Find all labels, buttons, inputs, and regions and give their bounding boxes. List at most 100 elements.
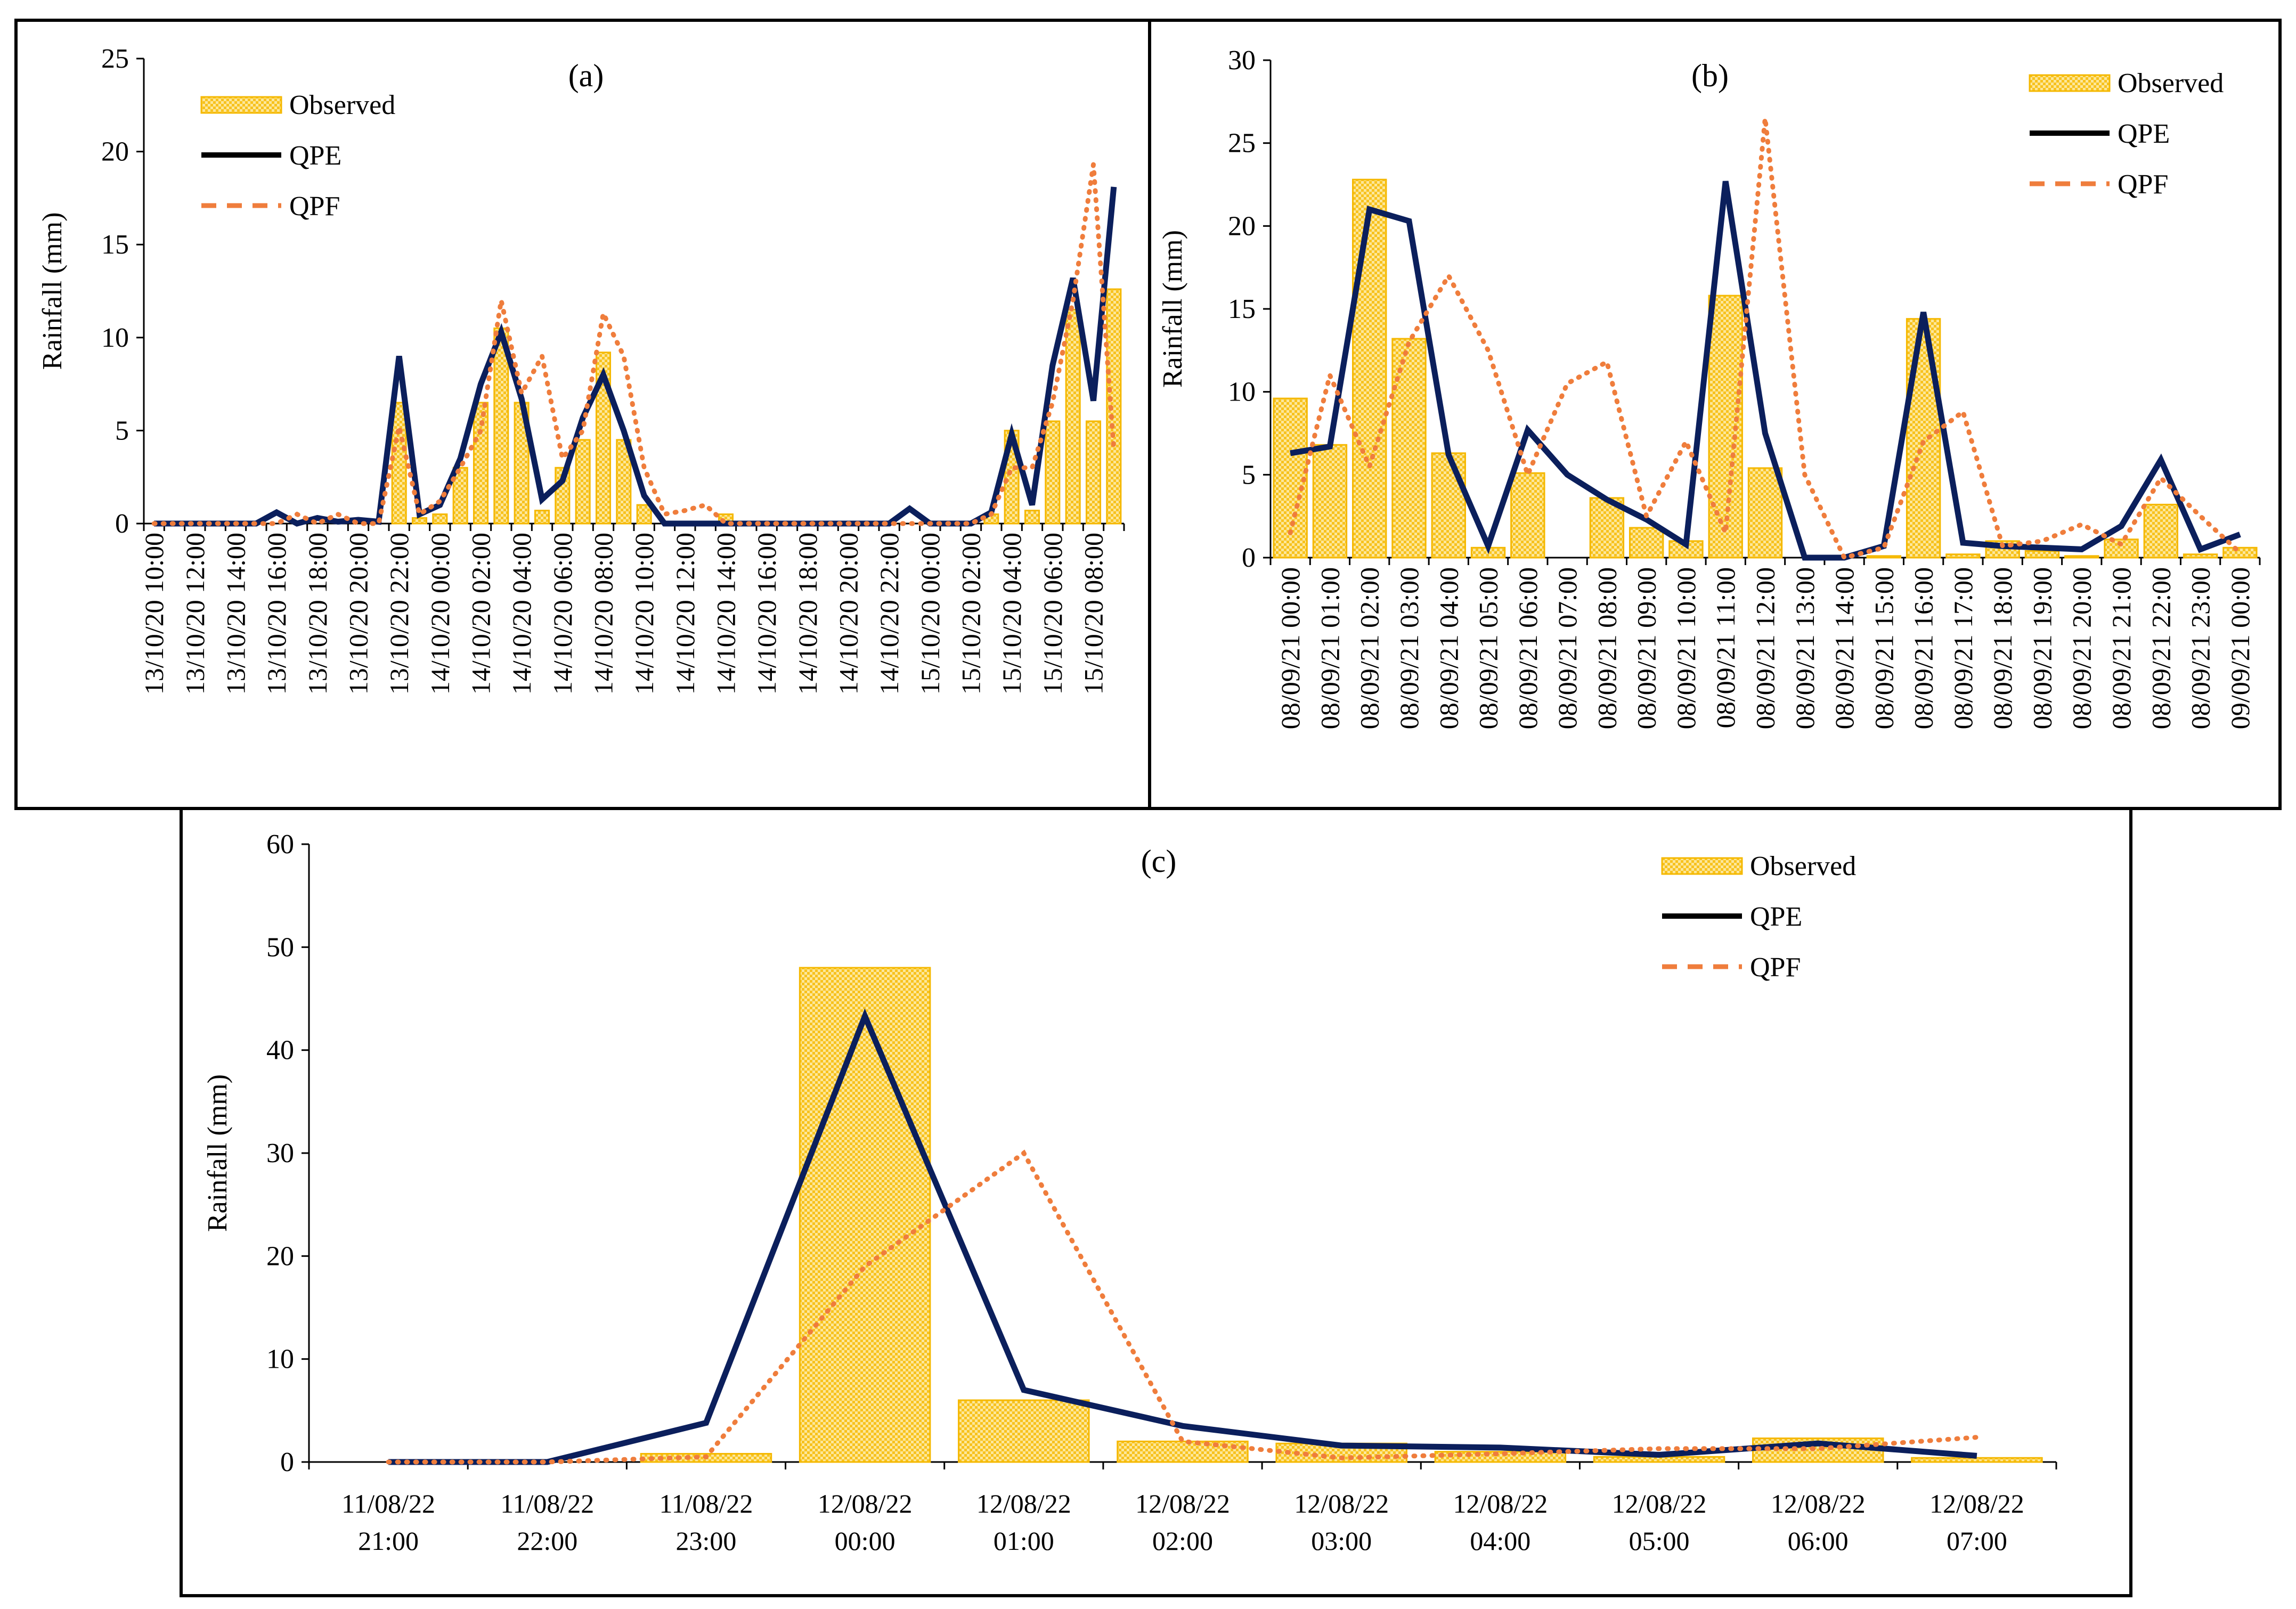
x-tick-label: 14/10/20 04:00 [507,533,536,695]
x-tick-label-date: 12/08/22 [1929,1489,2024,1518]
y-tick-label: 10 [1228,377,1256,407]
x-tick-label-date: 12/08/22 [1294,1489,1389,1518]
observed-bar [2064,555,2099,559]
observed-bar [1434,1451,1567,1463]
x-tick-label-time: 22:00 [517,1526,577,1556]
chart-a: 0 5 10 15 20 25 13/10/20 10:00 13/10/20 12:00 13… [37,44,1125,695]
x-tick-label: 08/09/21 11:00 [1711,567,1740,728]
x-tick-label: 13/10/20 18:00 [303,533,332,695]
x-tick-label-date: 12/08/22 [1135,1489,1230,1518]
observed-bar [1510,472,1545,559]
x-tick-label: 15/10/20 06:00 [1038,533,1068,695]
x-tick-label-time: 06:00 [1788,1526,1849,1556]
x-tick-label-date: 11/08/22 [500,1489,594,1518]
legend-label: QPE [1750,902,1802,932]
observed-bar [1085,420,1102,525]
x-tick-label: 08/09/21 22:00 [2146,567,2176,729]
x-tick-label: 14/10/20 00:00 [425,533,455,695]
qpe-series-line [1290,181,2241,561]
y-tick-label: 15 [101,230,129,260]
observed-bar [452,467,468,525]
y-tick-label: 50 [266,932,294,962]
x-tick-label-time: 01:00 [994,1526,1054,1556]
x-tick-label: 08/09/21 06:00 [1513,567,1543,729]
observed-bar [1629,527,1664,559]
x-tick-label: 13/10/20 20:00 [344,533,373,695]
y-tick-label: 20 [266,1241,294,1271]
observed-bar [958,1399,1090,1463]
observed-bar [1106,288,1122,525]
x-tick-label-date: 12/08/22 [1612,1489,1707,1518]
x-tick-label: 15/10/20 00:00 [915,533,945,695]
x-tick-label: 14/10/20 22:00 [874,533,904,695]
x-tick-label: 08/09/21 12:00 [1751,567,1780,729]
x-tick-label: 08/09/21 05:00 [1473,567,1503,729]
chart-title: (c) [1141,844,1177,879]
x-tick-label: 08/09/21 00:00 [1275,567,1305,729]
x-tick-label: 08/09/21 08:00 [1592,567,1622,729]
x-tick-label: 14/10/20 20:00 [834,533,864,695]
y-tick-label: 10 [266,1344,294,1375]
x-tick-label-date: 12/08/22 [818,1489,913,1518]
observed-bar [1945,553,1981,559]
observed-bar [2143,503,2178,559]
chart-c: 0 10 20 30 40 50 60 11/08/22 21:00 11/08/22 22:00 1… [202,829,2057,1556]
legend-swatch-observed [1661,857,1743,875]
observed-bar [432,513,448,525]
x-tick-label-time: 23:00 [676,1526,737,1556]
legend-label: QPF [2118,169,2168,200]
x-tick-label: 15/10/20 08:00 [1079,533,1109,695]
y-tick-label: 30 [266,1138,294,1169]
legend-label: QPF [1750,952,1801,983]
x-tick-label-time: 05:00 [1629,1526,1690,1556]
legend-label: Observed [1750,851,1856,881]
observed-bar [575,439,591,525]
legend-label: QPE [2118,119,2170,149]
x-tick-label-date: 11/08/22 [341,1489,435,1518]
x-tick-label: 13/10/20 10:00 [139,533,169,695]
x-tick-label: 08/09/21 02:00 [1355,567,1385,729]
chart-b: 0 5 10 15 20 25 30 08/09/21 00:00 08/09/21 01:00… [1158,45,2261,729]
x-tick-label: 08/09/21 17:00 [1948,567,1978,729]
observed-bar [2024,550,2060,559]
observed-bar [534,510,550,525]
y-axis-label: Rainfall (mm) [37,212,68,370]
observed-bar [2183,553,2218,559]
x-tick-label: 08/09/21 04:00 [1434,567,1463,729]
x-tick-label: 08/09/21 03:00 [1394,567,1424,729]
x-tick-label: 14/10/20 06:00 [548,533,577,695]
x-tick-label: 14/10/20 12:00 [670,533,700,695]
legend-label: QPE [289,141,341,171]
x-tick-label: 08/09/21 16:00 [1909,567,1939,729]
observed-bar [799,967,931,1463]
observed-bar [1045,420,1061,525]
observed-bar [1911,1457,2043,1463]
y-tick-label: 5 [1242,460,1256,490]
x-tick-label: 14/10/20 14:00 [711,533,741,695]
x-tick-label: 14/10/20 02:00 [466,533,496,695]
qpe-series-line [388,1008,1977,1465]
y-tick-label: 30 [1228,45,1256,76]
x-tick-label: 13/10/20 22:00 [384,533,414,695]
observed-bar [1352,178,1387,559]
x-tick-label-date: 12/08/22 [1771,1489,1866,1518]
y-tick-label: 25 [1228,128,1256,159]
y-axis-label: Rainfall (mm) [202,1074,233,1232]
x-tick-label-date: 12/08/22 [976,1489,1071,1518]
qpe-series-line [154,186,1117,527]
qpf-series-line [1288,118,2243,561]
x-tick-label-time: 03:00 [1311,1526,1372,1556]
y-tick-label: 10 [101,323,129,353]
y-tick-label: 60 [266,829,294,860]
x-tick-label: 08/09/21 14:00 [1829,567,1859,729]
observed-bar [1747,467,1783,559]
y-tick-label: 40 [266,1035,294,1066]
observed-bar [391,402,407,525]
x-tick-label: 13/10/20 14:00 [221,533,251,695]
observed-bar [636,504,652,525]
x-tick-label: 15/10/20 04:00 [997,533,1027,695]
x-tick-label-time: 07:00 [1947,1526,2007,1556]
observed-bar [411,517,428,525]
legend-label: Observed [289,90,395,120]
